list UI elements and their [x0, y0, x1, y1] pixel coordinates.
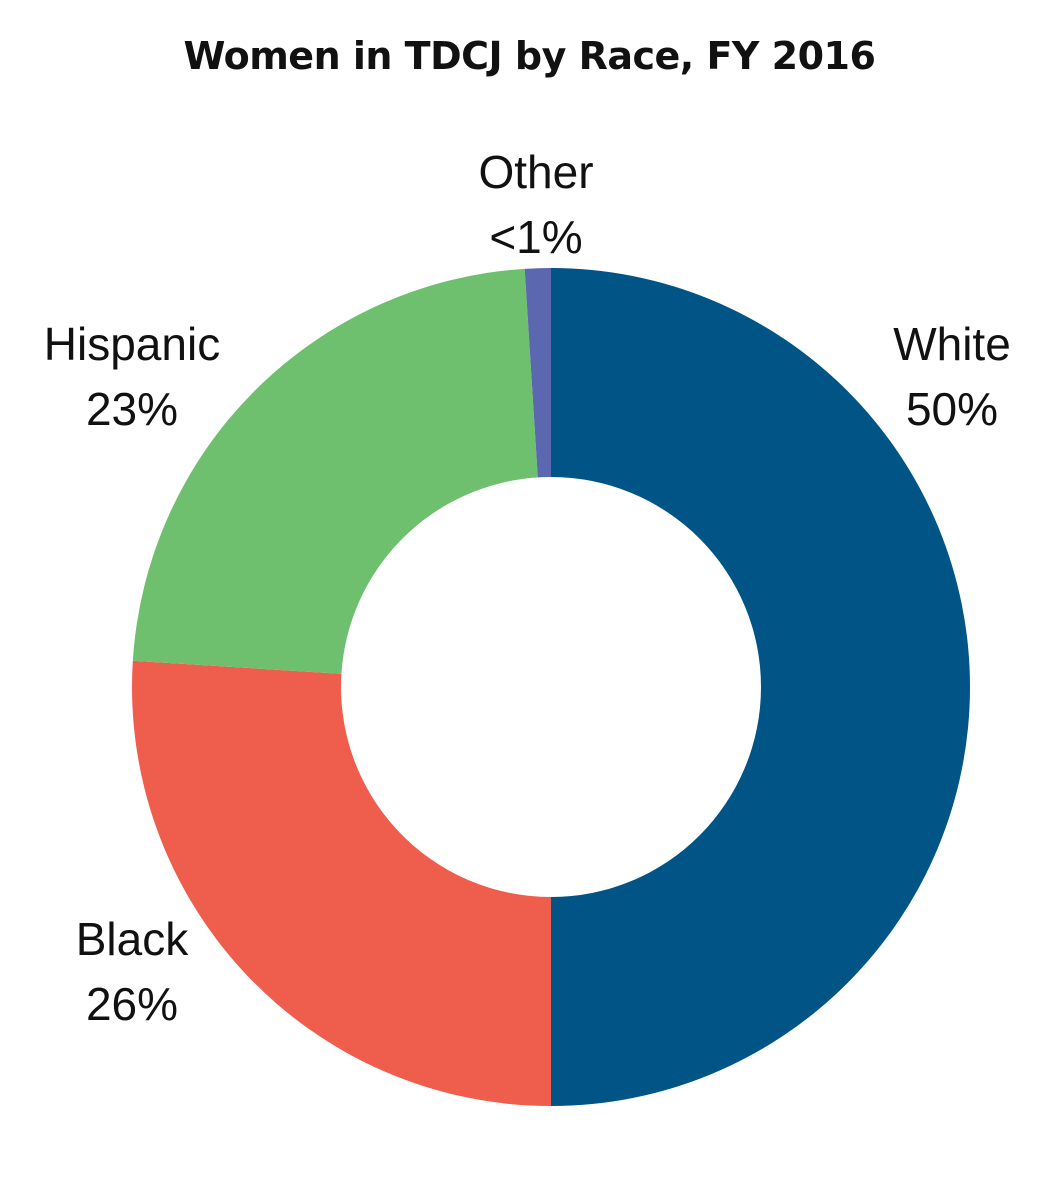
slice-value-black: 26%: [86, 978, 178, 1030]
slice-value-other: <1%: [489, 211, 582, 263]
chart-title: Women in TDCJ by Race, FY 2016: [183, 34, 876, 78]
slice-black: [132, 660, 551, 1106]
slice-value-white: 50%: [906, 383, 998, 435]
slice-label-white: White: [893, 318, 1011, 370]
slice-label-black: Black: [76, 913, 189, 965]
slice-label-hispanic: Hispanic: [44, 318, 220, 370]
slice-label-other: Other: [478, 146, 593, 198]
slice-hispanic: [132, 268, 538, 674]
slice-white: [551, 268, 970, 1106]
slice-other: [524, 268, 551, 478]
slice-value-hispanic: 23%: [86, 383, 178, 435]
